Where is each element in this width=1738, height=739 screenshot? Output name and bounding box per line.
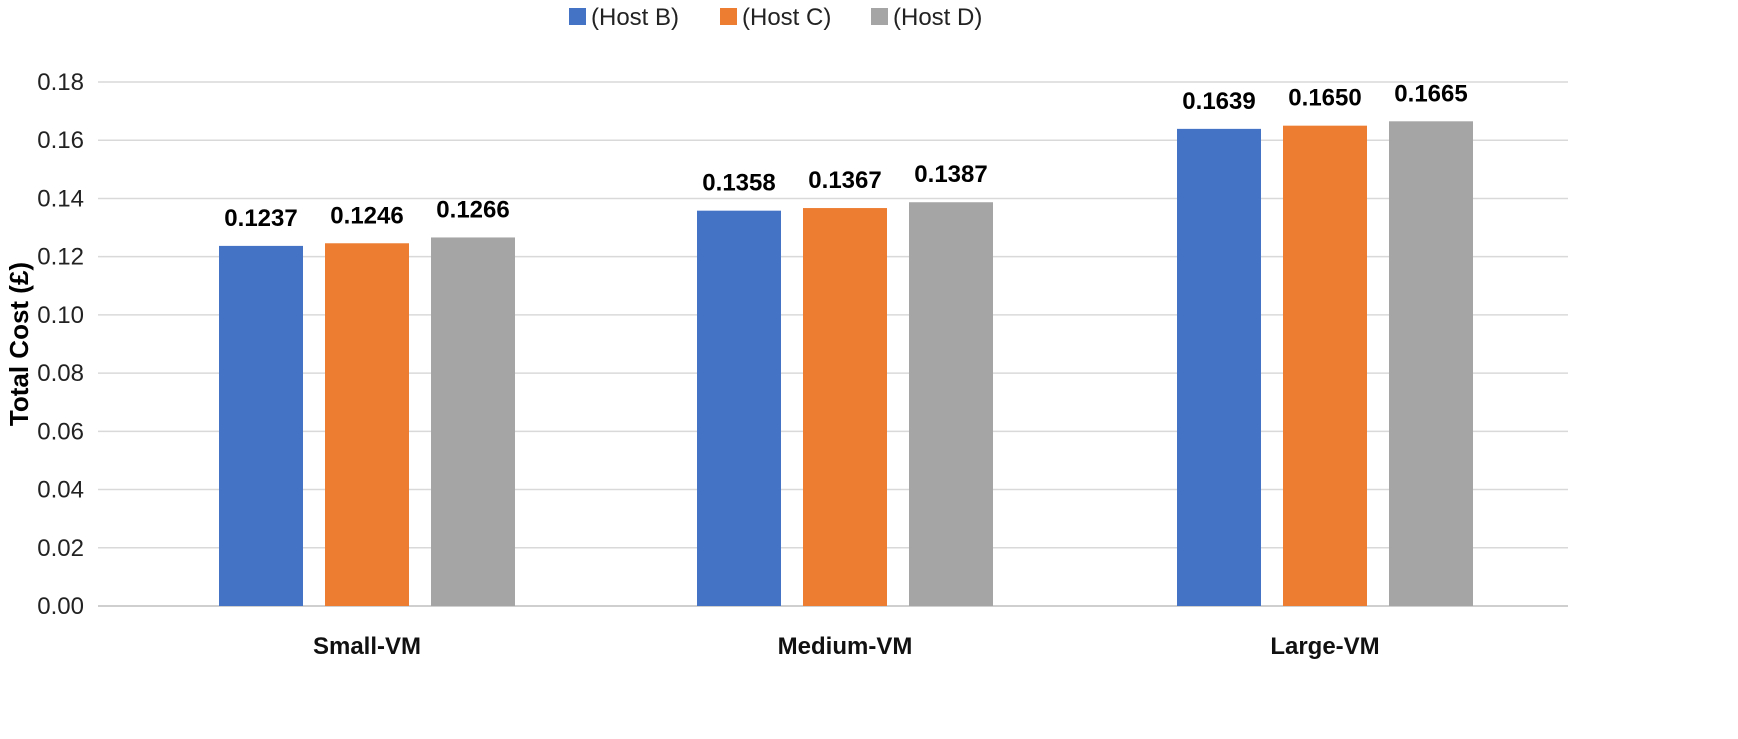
bar	[909, 202, 993, 606]
data-label: 0.1639	[1182, 88, 1255, 115]
legend-label: (Host C)	[742, 4, 831, 31]
y-tick-label: 0.08	[37, 360, 84, 387]
data-label: 0.1266	[436, 196, 509, 223]
y-tick-label: 0.16	[37, 127, 84, 154]
bar	[219, 245, 303, 606]
legend-swatch	[720, 8, 737, 25]
y-tick-label: 0.10	[37, 302, 84, 329]
x-category-label: Medium-VM	[778, 633, 913, 660]
y-axis-title: Total Cost (£)	[4, 262, 34, 426]
bar	[1389, 121, 1473, 607]
bar	[1177, 128, 1261, 606]
y-tick-label: 0.14	[37, 185, 84, 212]
bars	[219, 121, 1473, 607]
y-axis-ticks: 0.00 0.02 0.04 0.06 0.08 0.10 0.12 0.14 0.16 0.18	[37, 69, 84, 620]
data-labels: 0.1237 0.1246 0.1266 0.1358 0.1367 0.1387 0.16…	[224, 80, 1467, 232]
legend: (Host B) (Host C) (Host D)	[569, 4, 982, 31]
y-tick-label: 0.04	[37, 477, 84, 504]
data-label: 0.1358	[702, 170, 775, 197]
data-label: 0.1246	[330, 202, 403, 229]
y-tick-label: 0.06	[37, 418, 84, 445]
data-label: 0.1665	[1394, 80, 1467, 107]
legend-label: (Host D)	[893, 4, 982, 31]
legend-item: (Host D)	[871, 4, 982, 31]
bar	[1283, 125, 1367, 607]
data-label: 0.1367	[808, 167, 881, 194]
bar	[697, 210, 781, 606]
bar	[325, 243, 409, 606]
data-label: 0.1237	[224, 205, 297, 232]
x-category-label: Small-VM	[313, 633, 421, 660]
legend-swatch	[569, 8, 586, 25]
legend-swatch	[871, 8, 888, 25]
data-label: 0.1387	[914, 161, 987, 188]
x-axis-categories: Small-VM Medium-VM Large-VM	[313, 633, 1380, 660]
y-tick-label: 0.12	[37, 244, 84, 271]
bar	[803, 208, 887, 606]
y-tick-label: 0.00	[37, 593, 84, 620]
y-tick-label: 0.18	[37, 69, 84, 96]
legend-item: (Host C)	[720, 4, 831, 31]
x-category-label: Large-VM	[1270, 633, 1379, 660]
bar	[431, 237, 515, 606]
y-tick-label: 0.02	[37, 535, 84, 562]
data-label: 0.1650	[1288, 85, 1361, 112]
legend-item: (Host B)	[569, 4, 679, 31]
legend-label: (Host B)	[591, 4, 679, 31]
